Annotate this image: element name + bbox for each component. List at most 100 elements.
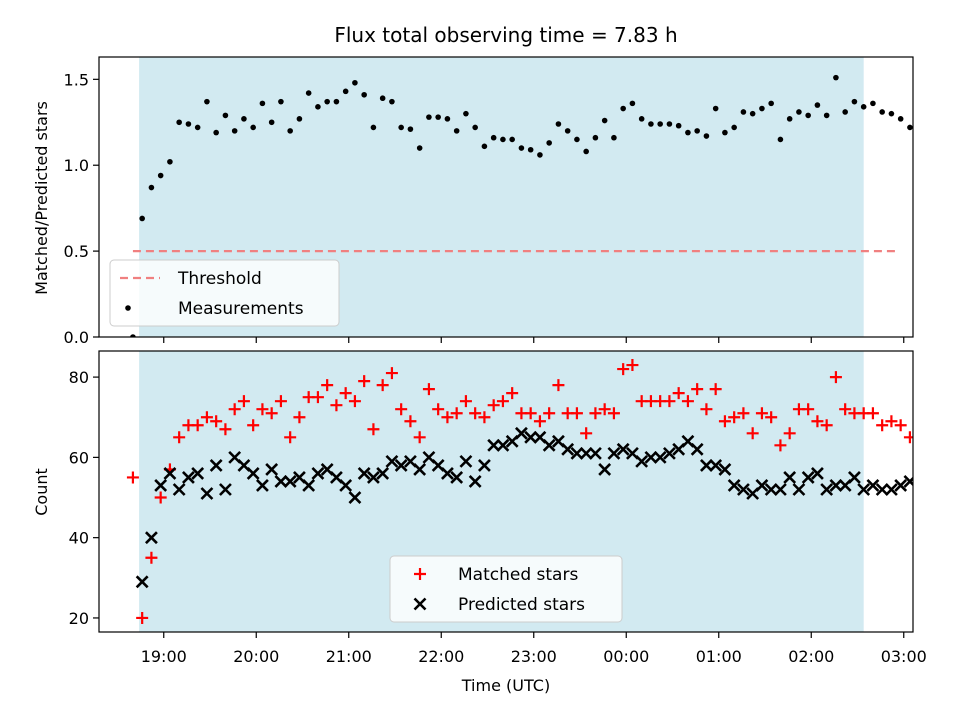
x-tick-label: 22:00 bbox=[418, 647, 464, 666]
predicted-star-point bbox=[163, 467, 177, 480]
predicted-star-point bbox=[394, 458, 408, 472]
predicted-star-point bbox=[792, 483, 806, 496]
measurement-point bbox=[435, 114, 441, 120]
matched-star-point bbox=[691, 383, 704, 396]
predicted-star-point bbox=[440, 467, 454, 480]
matched-star-point bbox=[450, 407, 463, 420]
count-y-axis-label: Count bbox=[32, 468, 51, 516]
measurement-point bbox=[851, 98, 858, 105]
ratio-panel: Flux total observing time = 7.83 h Match… bbox=[32, 23, 914, 347]
matched-star-point bbox=[469, 407, 482, 420]
measurement-point bbox=[204, 98, 210, 105]
matched-star-point bbox=[413, 431, 426, 444]
measurement-point bbox=[749, 110, 756, 117]
measurement-point bbox=[407, 126, 414, 132]
measurement-point bbox=[296, 116, 303, 122]
legend-label: Measurements bbox=[178, 299, 304, 319]
y-tick-label: 20 bbox=[69, 609, 89, 628]
predicted-star-point bbox=[181, 471, 195, 484]
measurement-point bbox=[814, 102, 821, 108]
measurement-point bbox=[648, 121, 654, 127]
predicted-star-point bbox=[561, 442, 575, 456]
predicted-star-point bbox=[450, 471, 464, 484]
measurement-point bbox=[685, 129, 691, 136]
predicted-star-point bbox=[357, 467, 371, 480]
measurement-point bbox=[583, 148, 589, 155]
matched-star-point bbox=[265, 407, 278, 420]
predicted-star-point bbox=[709, 458, 723, 472]
matched-star-point bbox=[524, 407, 537, 420]
measurement-point bbox=[657, 121, 663, 127]
measurement-point bbox=[213, 129, 219, 136]
legend-measurement-swatch bbox=[125, 305, 131, 311]
predicted-star-point bbox=[459, 454, 473, 468]
legend: Threshold Measurements bbox=[109, 259, 340, 327]
matched-star-point bbox=[552, 379, 565, 392]
x-tick-label: 19:00 bbox=[141, 647, 187, 666]
predicted-star-point bbox=[265, 463, 279, 476]
legend-matched-swatch bbox=[414, 568, 426, 580]
predicted-star-point bbox=[644, 450, 658, 464]
measurement-point bbox=[241, 116, 247, 122]
measurement-point bbox=[860, 104, 867, 110]
x-tick-label: 01:00 bbox=[696, 647, 742, 666]
matched-star-point bbox=[126, 471, 139, 484]
predicted-star-point bbox=[413, 463, 427, 476]
x-tick-label: 21:00 bbox=[326, 647, 372, 666]
predicted-star-point bbox=[847, 471, 861, 484]
matched-star-point bbox=[385, 367, 398, 380]
matched-star-point bbox=[598, 403, 611, 416]
matched-star-point bbox=[219, 423, 232, 436]
measurement-point bbox=[130, 334, 136, 337]
legend-predicted-swatch bbox=[413, 597, 427, 611]
matched-star-point bbox=[311, 391, 324, 404]
measurement-point bbox=[370, 124, 377, 131]
predicted-star-point bbox=[144, 531, 158, 545]
predicted-star-point bbox=[598, 463, 612, 476]
measurement-point bbox=[675, 122, 682, 129]
predicted-star-point bbox=[810, 467, 824, 480]
measurement-point bbox=[574, 136, 580, 143]
ratio-y-axis-label: Matched/Predicted stars bbox=[32, 101, 51, 295]
legend-label: Matched stars bbox=[458, 565, 578, 585]
matched-star-point bbox=[663, 395, 676, 408]
matched-star-point bbox=[293, 411, 306, 424]
matched-star-point bbox=[811, 415, 824, 428]
predicted-star-point bbox=[736, 483, 750, 496]
matched-star-point bbox=[746, 427, 759, 440]
matched-star-point bbox=[580, 427, 593, 440]
predicted-star-point bbox=[524, 430, 538, 444]
measurement-point bbox=[666, 121, 673, 127]
predicted-star-point bbox=[135, 575, 149, 589]
matched-star-point bbox=[839, 403, 852, 416]
predicted-star-point bbox=[727, 479, 741, 492]
series-predicted-stars bbox=[135, 426, 913, 589]
predicted-star-point bbox=[662, 446, 676, 460]
measurement-point bbox=[305, 90, 312, 96]
matched-star-point bbox=[894, 419, 907, 432]
matched-star-point bbox=[765, 411, 778, 424]
predicted-star-point bbox=[607, 446, 621, 460]
matched-star-point bbox=[626, 359, 639, 372]
predicted-star-point bbox=[755, 479, 769, 492]
matched-star-point bbox=[441, 411, 454, 424]
measurement-point bbox=[833, 74, 839, 81]
matched-star-point bbox=[718, 415, 731, 428]
predicted-star-point bbox=[773, 483, 787, 496]
x-tick-label: 03:00 bbox=[881, 647, 927, 666]
y-tick-label: 0.0 bbox=[64, 328, 89, 347]
y-tick-label: 0.5 bbox=[64, 242, 89, 261]
measurement-point bbox=[712, 105, 719, 112]
predicted-star-point bbox=[209, 458, 223, 472]
matched-star-point bbox=[506, 387, 519, 400]
count-panel: Count Time (UTC) 20 40 60 80 19:00 20:00 21:00… bbox=[32, 350, 927, 695]
predicted-star-point bbox=[820, 483, 834, 496]
matched-star-point bbox=[256, 403, 269, 416]
measurement-point bbox=[389, 98, 395, 105]
matched-star-point bbox=[589, 407, 602, 420]
predicted-star-point bbox=[514, 426, 528, 440]
measurement-point bbox=[555, 121, 562, 127]
legend-label: Threshold bbox=[177, 269, 262, 289]
predicted-star-point bbox=[903, 475, 913, 488]
y-tick-label: 1.0 bbox=[64, 156, 89, 175]
